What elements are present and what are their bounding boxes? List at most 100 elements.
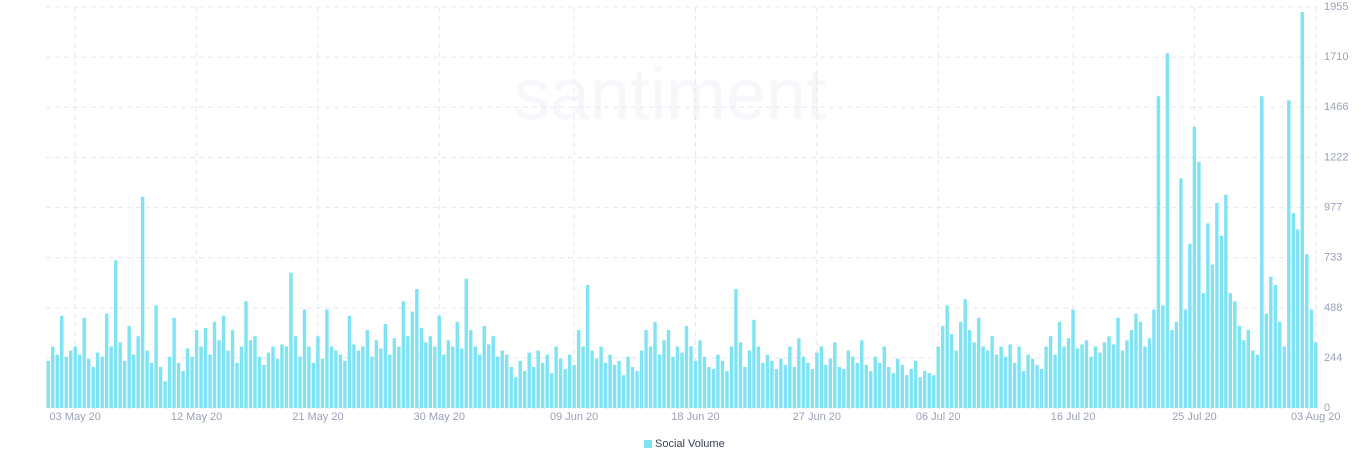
bar — [1219, 235, 1224, 408]
bar — [82, 317, 86, 408]
bar — [1021, 371, 1026, 408]
x-tick-label: 21 May 20 — [292, 411, 343, 423]
bar — [509, 366, 513, 408]
bar — [770, 360, 774, 408]
bar — [51, 346, 55, 408]
bar — [707, 366, 711, 408]
bar — [149, 362, 154, 408]
bar — [78, 354, 82, 408]
bar — [181, 371, 185, 408]
bar — [639, 350, 644, 408]
bar — [406, 336, 410, 408]
bar — [122, 360, 127, 408]
bar — [487, 344, 491, 408]
bar — [1314, 342, 1318, 408]
bar — [765, 354, 770, 408]
bar — [1062, 346, 1066, 408]
bar — [91, 366, 95, 408]
bar — [585, 284, 590, 408]
bar — [657, 354, 662, 408]
x-tick-label: 06 Jul 20 — [916, 411, 961, 423]
y-tick-label: 0 — [1324, 402, 1330, 414]
bar — [963, 299, 967, 408]
bar — [1242, 340, 1246, 408]
bar — [491, 336, 495, 408]
bar — [1098, 352, 1102, 408]
bar — [1224, 194, 1228, 408]
bar — [374, 340, 379, 408]
bar — [801, 356, 806, 408]
bar — [1170, 330, 1174, 408]
bar — [662, 340, 666, 408]
bar — [455, 321, 459, 408]
bar — [1165, 53, 1170, 409]
bar — [433, 346, 437, 408]
x-tick-label: 16 Jul 20 — [1051, 411, 1096, 423]
bar — [127, 325, 131, 408]
bar — [1296, 229, 1300, 408]
bar — [392, 338, 397, 408]
bar — [626, 356, 630, 408]
bar — [1251, 350, 1255, 408]
bar — [918, 377, 922, 408]
bar — [842, 369, 846, 408]
bar — [931, 375, 936, 408]
bar — [806, 362, 810, 408]
bar — [478, 354, 482, 408]
bar — [1003, 356, 1008, 408]
bar — [779, 358, 783, 408]
bar — [46, 360, 50, 408]
bar — [1089, 356, 1093, 408]
bar — [1255, 354, 1260, 408]
bar — [1228, 293, 1233, 408]
bar — [680, 352, 684, 408]
bar — [113, 260, 118, 408]
y-tick-label: 1710 — [1324, 51, 1348, 63]
bar — [424, 342, 428, 408]
bar — [999, 346, 1003, 408]
bar — [325, 309, 329, 408]
bar — [990, 336, 994, 408]
bar — [356, 350, 361, 408]
bar — [1012, 362, 1017, 408]
bar — [914, 360, 918, 408]
bar — [887, 366, 891, 408]
bar — [262, 364, 266, 408]
bar — [1026, 354, 1030, 408]
bar — [131, 354, 136, 408]
bar — [1273, 284, 1278, 408]
bar — [522, 371, 527, 408]
bar — [253, 336, 257, 408]
bar — [1093, 346, 1098, 408]
x-tick-label: 12 May 20 — [171, 411, 222, 423]
bar — [1116, 317, 1120, 408]
y-tick-label: 1466 — [1324, 101, 1348, 113]
bar — [446, 340, 450, 408]
bar — [1147, 338, 1152, 408]
bar — [212, 321, 217, 408]
bar — [1309, 309, 1313, 408]
bar — [1206, 223, 1210, 408]
bar — [612, 364, 617, 408]
bar — [401, 301, 406, 408]
bar — [1174, 321, 1179, 408]
bar — [158, 366, 163, 408]
bar — [343, 360, 347, 408]
bar — [163, 381, 167, 408]
bar — [774, 369, 779, 408]
bar — [747, 350, 752, 408]
bar — [1179, 178, 1183, 408]
bar — [1138, 321, 1143, 408]
bar — [572, 364, 576, 408]
bar — [298, 356, 302, 408]
x-tick-label: 18 Jun 20 — [671, 411, 719, 423]
bar — [217, 340, 221, 408]
bar — [617, 360, 621, 408]
bar — [909, 369, 913, 408]
bar — [55, 354, 59, 408]
bar — [563, 369, 567, 408]
bar — [266, 352, 271, 408]
x-tick-label: 03 May 20 — [50, 411, 101, 423]
bar — [810, 369, 815, 408]
